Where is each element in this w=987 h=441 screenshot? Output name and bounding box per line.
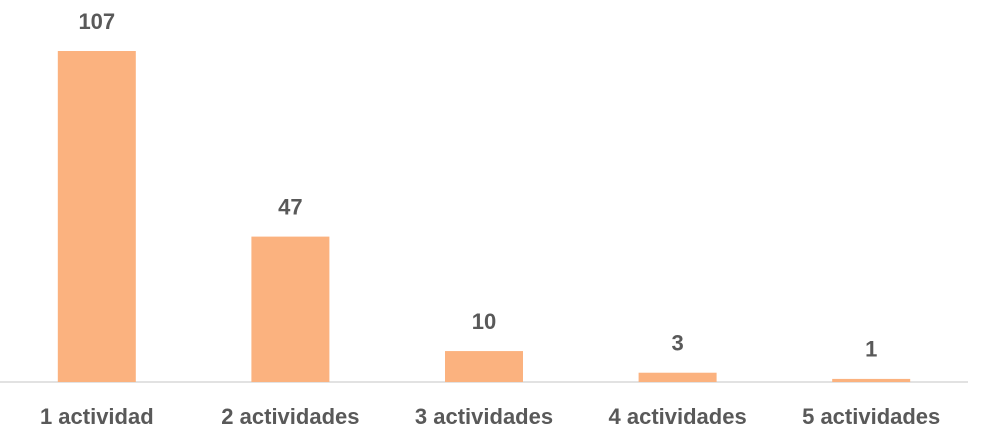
bar (832, 378, 911, 382)
data-label: 10 (472, 309, 496, 334)
x-tick-label: 5 actividades (802, 404, 940, 429)
x-tick-label: 1 actividad (40, 404, 154, 429)
x-tick-label: 2 actividades (221, 404, 359, 429)
x-tick-label: 4 actividades (609, 404, 747, 429)
bar (638, 372, 717, 382)
x-tick-label: 3 actividades (415, 404, 553, 429)
bar (57, 51, 136, 382)
bar (445, 351, 523, 382)
bar (251, 236, 330, 382)
data-label: 47 (278, 194, 302, 219)
data-label: 1 (865, 337, 877, 362)
data-label: 3 (671, 331, 683, 356)
data-label: 107 (78, 9, 115, 34)
